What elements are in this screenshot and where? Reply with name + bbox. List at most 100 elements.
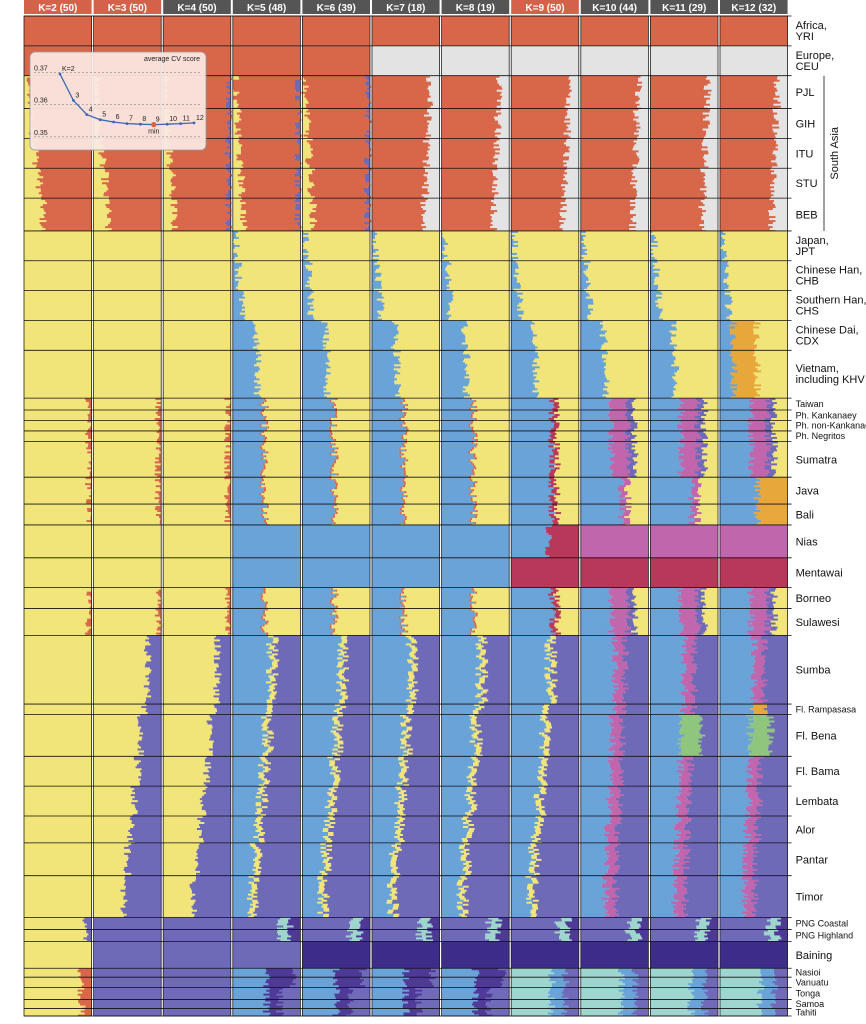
ancestry-segment [302, 909, 324, 912]
ancestry-segment [198, 844, 231, 848]
ancestry-segment [330, 591, 333, 594]
ancestry-segment [338, 784, 370, 787]
ancestry-segment [163, 272, 231, 276]
ancestry-segment [302, 782, 334, 785]
ancestry-segment [338, 1008, 352, 1011]
ancestry-segment [232, 675, 269, 678]
ancestry-segment [312, 300, 370, 303]
ancestry-segment [302, 895, 325, 898]
ancestry-segment [169, 168, 226, 171]
ancestry-segment [105, 204, 162, 207]
ancestry-segment [93, 463, 162, 466]
ancestry-segment [232, 987, 270, 990]
ancestry-segment [163, 716, 211, 719]
ancestry-segment [163, 842, 200, 846]
ancestry-segment [163, 504, 226, 507]
ancestry-segment [324, 866, 330, 870]
ancestry-segment [302, 63, 370, 67]
ancestry-segment [24, 182, 43, 185]
ancestry-segment [232, 420, 267, 423]
ancestry-segment [249, 907, 256, 910]
ancestry-segment [24, 699, 92, 702]
ancestry-segment [163, 856, 199, 860]
ancestry-segment [24, 812, 92, 815]
ancestry-segment [159, 432, 162, 436]
ancestry-segment [343, 661, 370, 664]
ancestry-segment [232, 166, 244, 169]
ancestry-segment [163, 518, 231, 521]
ancestry-segment [24, 818, 92, 821]
ancestry-segment [302, 28, 370, 31]
ancestry-segment [257, 895, 301, 898]
ancestry-segment [227, 99, 231, 102]
ancestry-segment [232, 164, 242, 167]
ancestry-segment [329, 626, 332, 629]
ancestry-segment [163, 194, 170, 197]
ancestry-segment [321, 899, 328, 902]
ancestry-segment [163, 342, 231, 345]
ancestry-segment [90, 491, 92, 494]
ancestry-segment [302, 77, 304, 80]
ancestry-segment [263, 618, 266, 621]
ancestry-segment [197, 848, 231, 852]
k-header-label: K=10 (44) [592, 3, 637, 14]
ancestry-segment [159, 481, 162, 484]
ancestry-segment [263, 501, 301, 504]
ancestry-segment [93, 854, 128, 858]
ancestry-segment [261, 481, 301, 484]
ancestry-segment [297, 196, 301, 199]
ancestry-segment [302, 449, 333, 452]
ancestry-segment [232, 822, 258, 825]
ancestry-segment [263, 788, 301, 791]
ancestry-segment [163, 196, 172, 199]
ancestry-segment [263, 834, 301, 837]
ancestry-segment [24, 483, 86, 486]
ancestry-segment [253, 864, 260, 868]
ancestry-segment [334, 610, 337, 613]
ancestry-segment [349, 921, 360, 924]
ancestry-segment [93, 989, 162, 992]
ancestry-segment [232, 740, 266, 743]
ancestry-segment [296, 140, 301, 143]
ancestry-segment [259, 774, 265, 777]
ancestry-segment [93, 974, 162, 977]
ancestry-segment [333, 774, 340, 777]
ancestry-segment [93, 681, 150, 684]
ancestry-segment [341, 689, 370, 692]
ancestry-segment [24, 937, 84, 940]
ancestry-segment [253, 901, 259, 904]
ancestry-segment [93, 669, 152, 672]
ancestry-segment [232, 376, 257, 379]
ancestry-segment [120, 907, 162, 910]
ancestry-segment [324, 806, 331, 809]
ancestry-segment [232, 298, 240, 301]
k-header-label: K=5 (48) [247, 3, 286, 14]
ancestry-segment [163, 899, 196, 902]
ancestry-segment [232, 726, 264, 729]
ancestry-segment [331, 601, 370, 604]
ancestry-segment [225, 410, 231, 413]
ancestry-segment [302, 637, 342, 640]
ancestry-segment [327, 856, 333, 860]
ancestry-segment [163, 571, 231, 575]
ancestry-segment [232, 220, 247, 223]
ancestry-segment [163, 284, 231, 288]
ancestry-segment [302, 685, 341, 688]
ancestry-segment [332, 800, 370, 803]
ancestry-segment [272, 661, 278, 664]
ancestry-segment [232, 459, 266, 462]
ancestry-segment [93, 728, 141, 731]
ancestry-segment [24, 120, 31, 123]
ancestry-segment [338, 766, 370, 769]
ancestry-segment [232, 408, 264, 411]
ancestry-segment [93, 402, 157, 405]
ancestry-segment [163, 366, 231, 369]
ancestry-segment [265, 972, 293, 975]
ancestry-segment [215, 712, 231, 715]
ancestry-segment [262, 752, 269, 755]
ancestry-segment [302, 457, 337, 460]
ancestry-segment [24, 816, 92, 819]
ancestry-segment [256, 913, 301, 916]
ancestry-segment [202, 790, 231, 793]
